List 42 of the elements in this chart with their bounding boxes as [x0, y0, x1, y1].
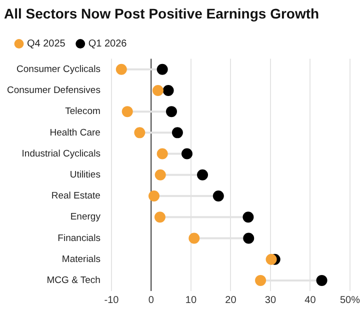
legend-label: Q1 2026	[88, 38, 128, 50]
x-tick-label: 0	[148, 294, 154, 306]
point	[154, 212, 166, 223]
point	[266, 254, 277, 265]
y-tick-label: Consumer Defensives	[6, 85, 101, 96]
point	[242, 212, 254, 223]
y-tick-label: Consumer Cyclicals	[16, 64, 101, 75]
point	[152, 84, 164, 96]
point	[316, 274, 328, 286]
point	[162, 84, 174, 96]
x-tick-label: 20	[225, 294, 237, 306]
point	[134, 127, 146, 138]
point	[148, 190, 160, 202]
point	[116, 64, 127, 75]
y-tick-label: Utilities	[70, 170, 101, 181]
x-tick-label: 10	[185, 294, 197, 306]
y-tick-label: Health Care	[50, 127, 100, 138]
point	[156, 64, 168, 75]
y-tick-label: Energy	[70, 212, 101, 223]
point	[172, 127, 183, 138]
point	[212, 190, 224, 202]
y-tick-label: MCG & Tech	[46, 275, 100, 286]
x-tick-label: 50%	[340, 294, 360, 306]
y-tick-label: Real Estate	[51, 190, 100, 202]
point	[197, 169, 208, 180]
point	[188, 232, 200, 244]
y-tick-label: Telecom	[65, 106, 101, 118]
point	[255, 274, 266, 286]
x-tick-label: 30	[264, 294, 276, 306]
point	[156, 148, 168, 160]
point	[243, 232, 254, 244]
x-tick-label: -10	[104, 294, 120, 306]
y-tick-label: Industrial Cyclicals	[22, 148, 101, 160]
x-tick-label: 40	[304, 294, 316, 306]
point	[166, 106, 177, 118]
y-tick-label: Materials	[62, 254, 101, 265]
legend-label: Q4 2025	[27, 38, 66, 50]
chart-title: All Sectors Now Post Positive Earnings Growth	[4, 5, 320, 22]
point	[181, 148, 192, 160]
point	[154, 169, 166, 180]
y-tick-label: Financials	[58, 232, 101, 244]
point	[122, 106, 133, 118]
